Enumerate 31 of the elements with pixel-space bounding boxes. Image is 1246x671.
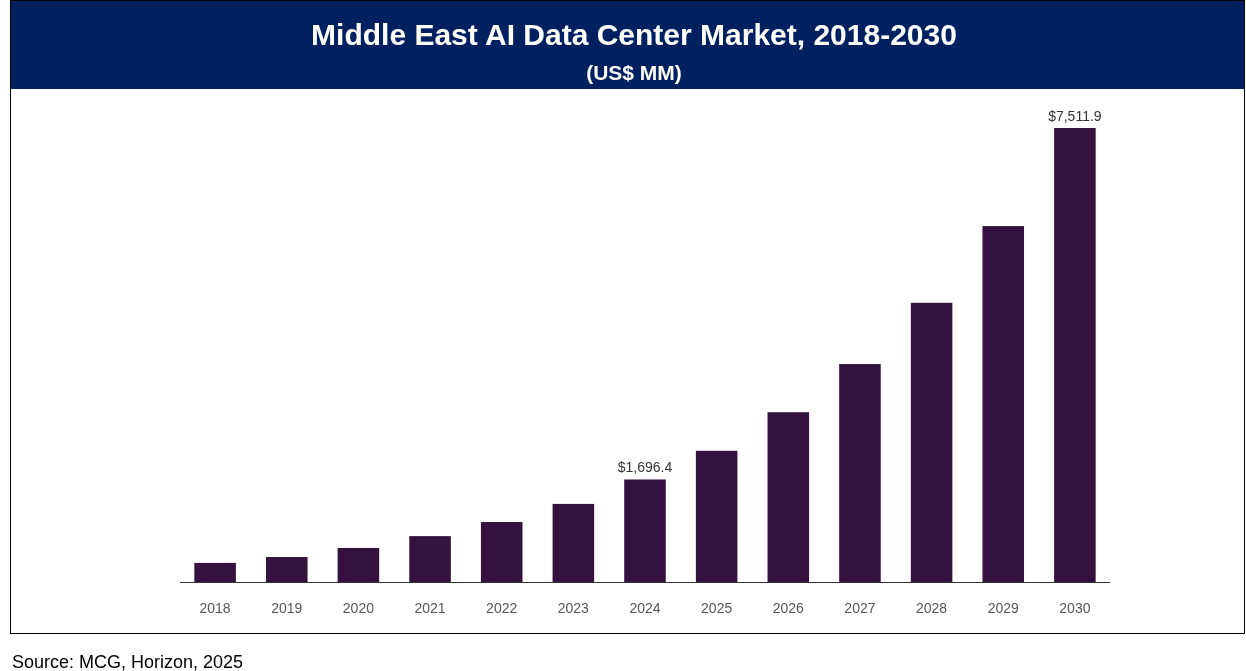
bar xyxy=(194,562,236,582)
bar xyxy=(839,364,881,582)
x-tick-label: 2021 xyxy=(414,600,446,616)
bar xyxy=(265,557,308,582)
source-note: Source: MCG, Horizon, 2025 xyxy=(12,652,244,671)
bar xyxy=(552,503,595,582)
data-label: $7,511.9 xyxy=(1048,108,1102,124)
x-tick-label: 2025 xyxy=(701,600,733,616)
x-tick-label: 2026 xyxy=(772,600,805,616)
bar xyxy=(624,479,666,582)
bar xyxy=(695,450,738,582)
x-tick-label: 2029 xyxy=(987,600,1020,616)
x-tick-label: 2028 xyxy=(916,600,948,616)
data-label: $1,696.4 xyxy=(617,459,673,476)
x-tick-label: 2018 xyxy=(199,600,231,616)
bar xyxy=(480,522,523,582)
x-tick-label: 2027 xyxy=(844,600,876,616)
bar xyxy=(982,226,1025,582)
x-tick-label: 2023 xyxy=(557,600,590,616)
x-tick-label: 2030 xyxy=(1059,600,1091,616)
bar xyxy=(337,547,380,582)
bar xyxy=(767,412,810,582)
bar xyxy=(1054,128,1096,582)
x-tick-label: 2020 xyxy=(342,600,375,616)
bar xyxy=(409,536,451,582)
x-tick-label: 2022 xyxy=(486,600,518,616)
chart-title: Middle East AI Data Center Market, 2018-2030 xyxy=(311,18,957,51)
chart-subtitle: (US$ MM) xyxy=(586,61,682,84)
x-tick-label: 2019 xyxy=(271,600,303,616)
bar xyxy=(910,302,953,582)
x-tick-label: 2024 xyxy=(629,600,661,616)
